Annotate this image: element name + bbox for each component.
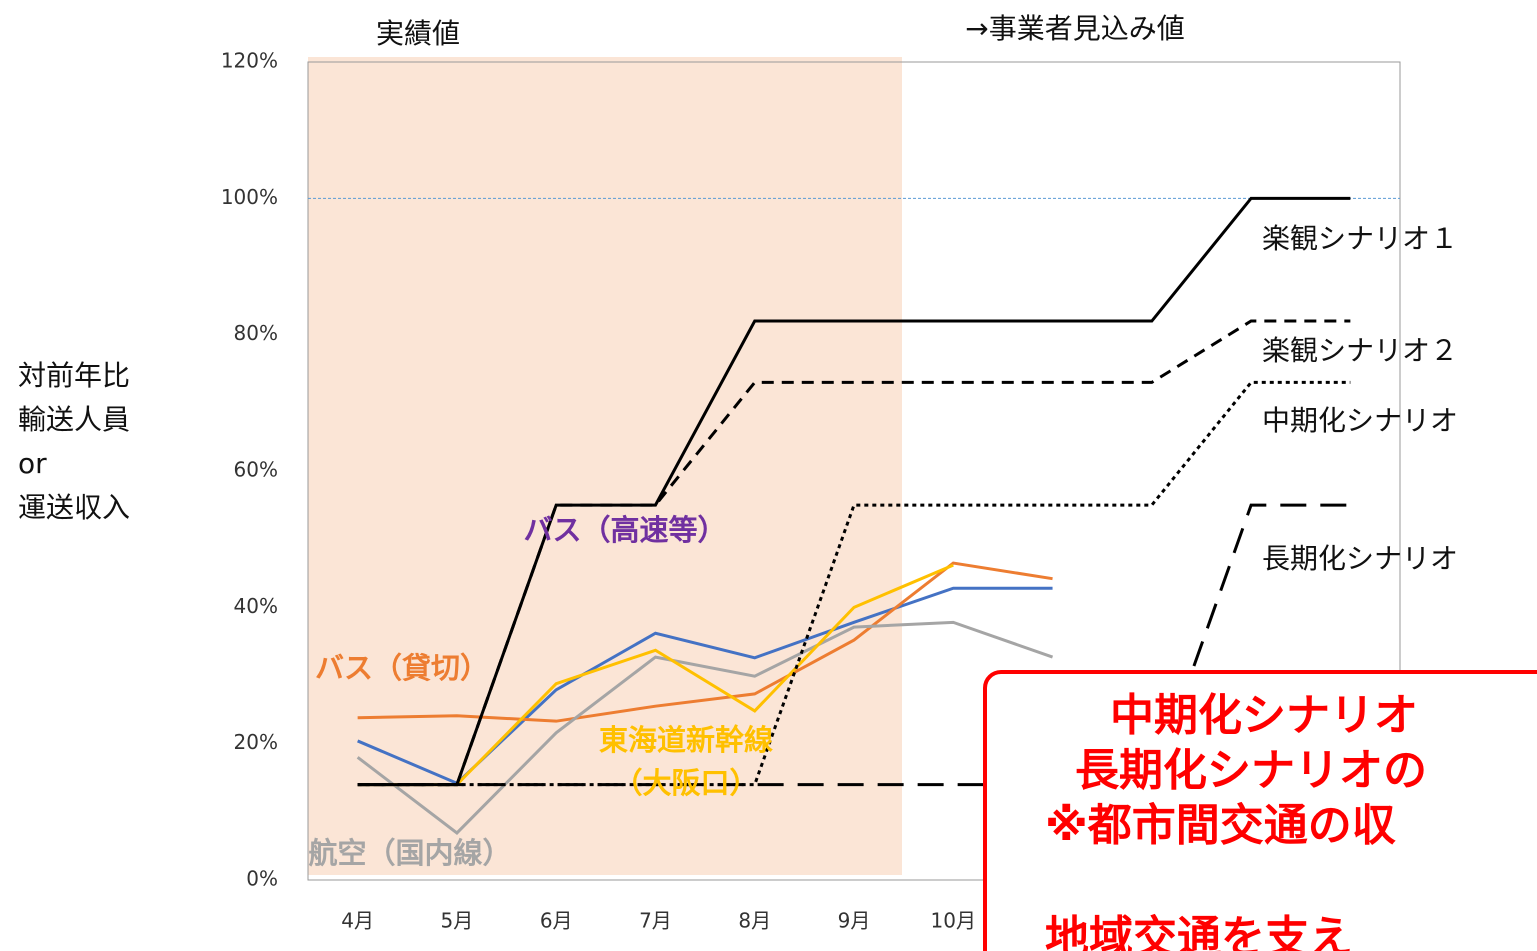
series-line bbox=[356, 620, 1054, 835]
callout-text: ※都市間交通の収 bbox=[1045, 800, 1396, 851]
series-label: 楽観シナリオ２ bbox=[1262, 334, 1458, 367]
actual-region bbox=[308, 57, 902, 875]
series-line bbox=[357, 561, 1053, 723]
x-tick-label: 6月 bbox=[540, 909, 573, 933]
series-label: （大阪口） bbox=[613, 766, 758, 800]
callout-text: 中期化シナリオ bbox=[1110, 690, 1418, 741]
series-label: バス（高速等） bbox=[523, 513, 726, 547]
series-label: 航空（国内線） bbox=[308, 836, 511, 870]
x-tick-label: 10月 bbox=[931, 909, 976, 933]
series-line bbox=[357, 319, 1351, 787]
y-tick-label: 100% bbox=[221, 185, 278, 209]
y-axis-label: or bbox=[18, 447, 47, 480]
series-label: 長期化シナリオ bbox=[1262, 542, 1458, 575]
lines bbox=[308, 196, 1400, 835]
x-tick-label: 9月 bbox=[838, 909, 871, 933]
y-tick-label: 120% bbox=[221, 49, 278, 73]
x-tick-label: 8月 bbox=[738, 909, 771, 933]
y-tick-label: 20% bbox=[234, 730, 278, 754]
series-label: 楽観シナリオ１ bbox=[1262, 222, 1458, 255]
series-line bbox=[357, 196, 1351, 787]
y-tick-label: 80% bbox=[234, 321, 278, 345]
callout-text: 地域交通を支え bbox=[1045, 912, 1353, 951]
y-axis-label: 輸送人員 bbox=[18, 403, 130, 436]
y-tick-label: 0% bbox=[246, 867, 278, 891]
plot-frame bbox=[307, 61, 1401, 881]
callout-box bbox=[983, 670, 1537, 951]
series-label: バス（貸切） bbox=[315, 651, 489, 685]
callout-text: 長期化シナリオの bbox=[1075, 745, 1427, 796]
series-label: 中期化シナリオ bbox=[1262, 404, 1458, 437]
y-axis-label: 運送収入 bbox=[18, 491, 130, 524]
x-tick-label: 7月 bbox=[639, 909, 672, 933]
series-label: 東海道新幹線 bbox=[599, 723, 773, 757]
y-axis-label: 対前年比 bbox=[18, 359, 130, 392]
region-label: 実績値 bbox=[376, 17, 460, 50]
region-label: →事業者見込み値 bbox=[965, 12, 1184, 45]
labels: 0% 20% 40% 60% 80% 100% 120% 4月 5月 6月 7月 8月 9月 10月 楽観シ… bbox=[221, 49, 1458, 933]
y-tick-label: 40% bbox=[234, 594, 278, 618]
y-tick-label: 60% bbox=[234, 458, 278, 482]
x-tick-label: 5月 bbox=[441, 909, 474, 933]
x-tick-label: 4月 bbox=[341, 909, 374, 933]
